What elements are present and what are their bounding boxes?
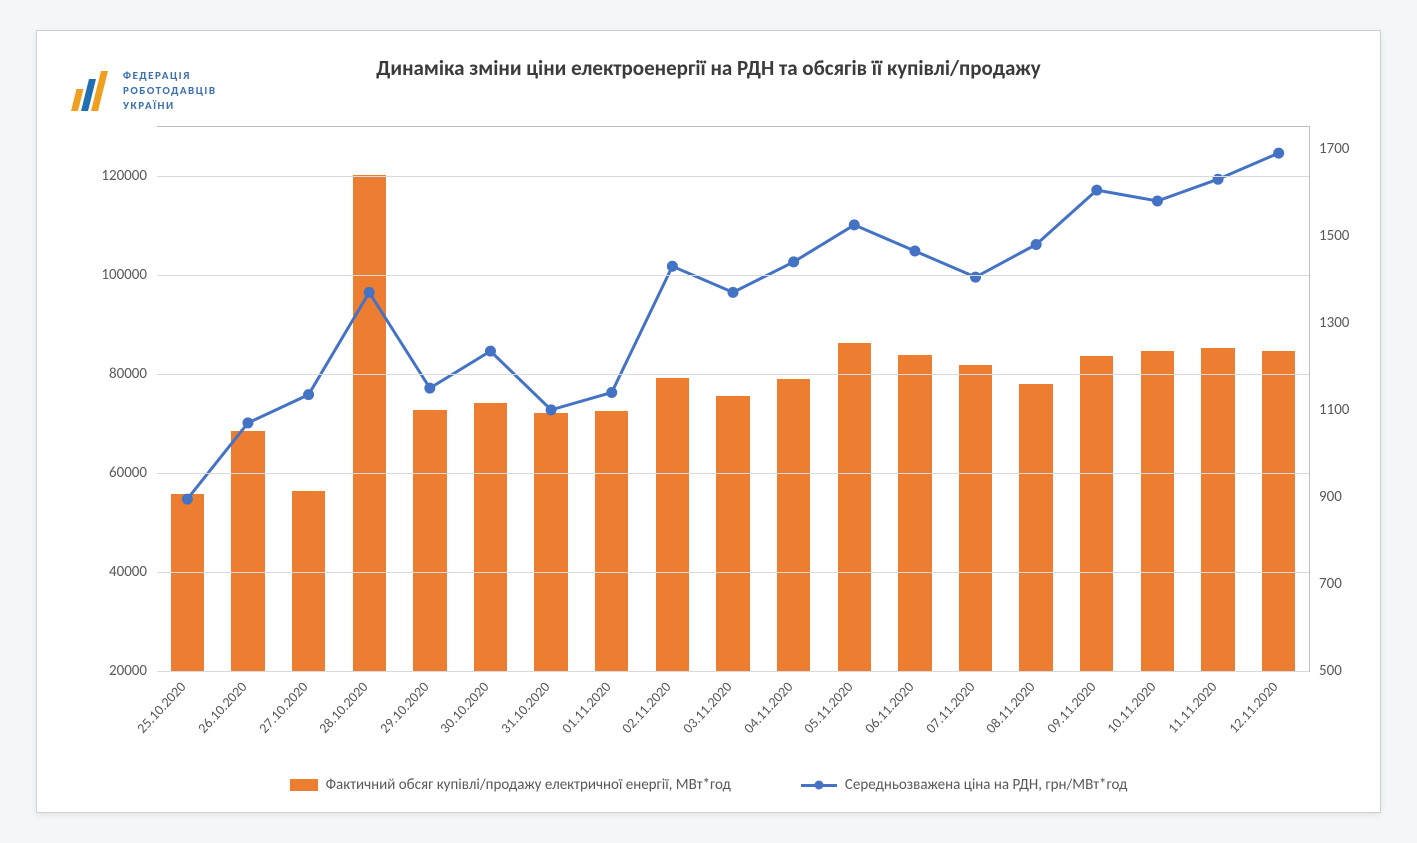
x-tick-label: 09.11.2020 — [1039, 674, 1099, 736]
line-marker — [1031, 239, 1042, 250]
line-marker — [849, 219, 860, 230]
line-marker — [1213, 174, 1224, 185]
legend-line-label: Середньозважена ціна на РДН, грн/МВт*год — [845, 776, 1128, 794]
y2-tick-label: 1700 — [1309, 140, 1349, 158]
line-layer — [157, 127, 1309, 671]
x-tick-label: 01.11.2020 — [554, 674, 614, 736]
line-marker — [1091, 185, 1102, 196]
x-tick-label: 31.10.2020 — [493, 674, 553, 736]
y2-tick-label: 500 — [1309, 662, 1342, 680]
grid-line — [157, 374, 1309, 375]
x-tick-label: 03.11.2020 — [675, 674, 735, 736]
legend-line-dot — [814, 781, 823, 790]
line-marker — [667, 261, 678, 272]
x-tick-label: 06.11.2020 — [857, 674, 917, 736]
x-tick-label: 05.11.2020 — [796, 674, 856, 736]
line-marker — [242, 417, 253, 428]
line-marker — [303, 389, 314, 400]
x-tick-label: 11.11.2020 — [1160, 674, 1220, 736]
y2-tick-label: 700 — [1309, 575, 1342, 593]
line-marker — [424, 383, 435, 394]
legend-bar-label: Фактичний обсяг купівлі/продажу електрич… — [326, 776, 731, 794]
x-tick-label: 27.10.2020 — [251, 674, 311, 736]
legend-item-line: Середньозважена ціна на РДН, грн/МВт*год — [801, 776, 1128, 794]
line-marker — [1152, 195, 1163, 206]
chart-title: Динаміка зміни ціни електроенергії на РД… — [37, 55, 1380, 81]
grid-line — [157, 671, 1309, 672]
line-marker — [546, 404, 557, 415]
x-tick-label: 29.10.2020 — [372, 674, 432, 736]
y1-tick-label: 120000 — [101, 167, 157, 185]
grid-line — [157, 176, 1309, 177]
legend: Фактичний обсяг купівлі/продажу електрич… — [37, 776, 1380, 794]
x-tick-label: 25.10.2020 — [129, 674, 189, 736]
x-tick-label: 08.11.2020 — [978, 674, 1038, 736]
legend-line-swatch — [801, 784, 837, 787]
y2-tick-label: 1100 — [1309, 401, 1349, 419]
logo-line-3: УКРАЇНИ — [123, 99, 217, 114]
line-marker — [364, 287, 375, 298]
line-marker — [182, 494, 193, 505]
y1-tick-label: 20000 — [109, 662, 157, 680]
x-tick-label: 30.10.2020 — [432, 674, 492, 736]
chart-panel: ФЕДЕРАЦІЯ РОБОТОДАВЦІВ УКРАЇНИ Динаміка … — [36, 30, 1381, 813]
line-marker — [909, 246, 920, 257]
x-tick-label: 02.11.2020 — [614, 674, 674, 736]
line-marker — [606, 387, 617, 398]
y2-tick-label: 900 — [1309, 488, 1342, 506]
plot-area: 2000040000600008000010000012000050070090… — [157, 126, 1310, 672]
x-tick-label: 28.10.2020 — [311, 674, 371, 736]
x-tick-label: 10.11.2020 — [1099, 674, 1159, 736]
line-marker — [728, 287, 739, 298]
x-tick-label: 26.10.2020 — [190, 674, 250, 736]
y1-tick-label: 100000 — [101, 266, 157, 284]
x-tick-label: 12.11.2020 — [1221, 674, 1281, 736]
x-tick-label: 07.11.2020 — [918, 674, 978, 736]
line-marker — [1273, 148, 1284, 159]
page: ФЕДЕРАЦІЯ РОБОТОДАВЦІВ УКРАЇНИ Динаміка … — [0, 0, 1417, 843]
legend-item-bars: Фактичний обсяг купівлі/продажу електрич… — [290, 776, 731, 794]
grid-line — [157, 275, 1309, 276]
line-marker — [788, 256, 799, 267]
y1-tick-label: 40000 — [109, 563, 157, 581]
x-tick-label: 04.11.2020 — [736, 674, 796, 736]
y1-tick-label: 80000 — [109, 365, 157, 383]
legend-bar-swatch — [290, 779, 318, 791]
grid-line — [157, 473, 1309, 474]
grid-line — [157, 572, 1309, 573]
line-marker — [485, 346, 496, 357]
y1-tick-label: 60000 — [109, 464, 157, 482]
y2-tick-label: 1300 — [1309, 314, 1349, 332]
y2-tick-label: 1500 — [1309, 227, 1349, 245]
logo-line-2: РОБОТОДАВЦІВ — [123, 84, 217, 99]
line-path — [187, 153, 1278, 499]
line-marker — [970, 272, 981, 283]
